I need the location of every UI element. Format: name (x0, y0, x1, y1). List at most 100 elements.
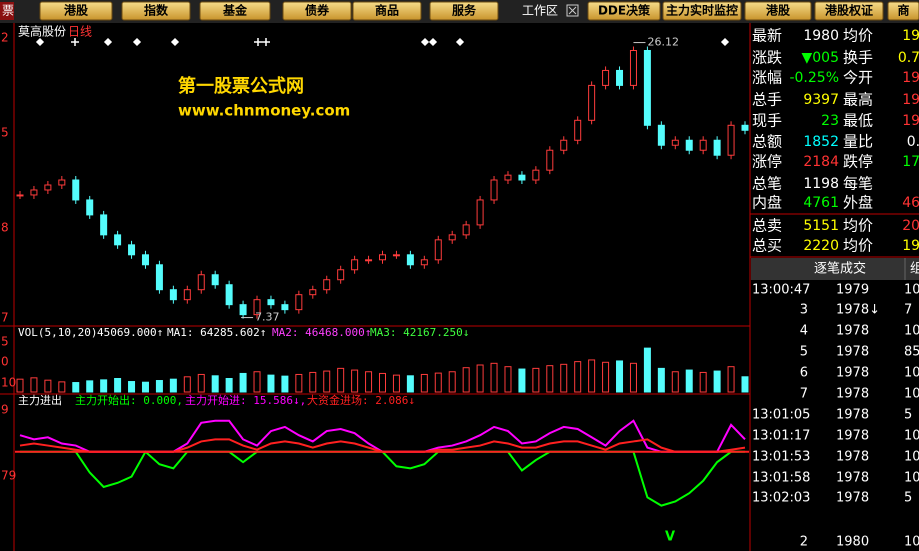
volume-bar (86, 380, 94, 393)
volume-bar (713, 370, 721, 393)
menu-button[interactable] (744, 1, 812, 21)
menu-button-label: 港股 (64, 3, 89, 18)
candle-body (86, 199, 94, 216)
trade-price: 1980 (836, 535, 869, 550)
menu-button[interactable] (352, 1, 422, 21)
quote-label: 换手 (843, 49, 873, 67)
quote-label: 内盘 (752, 194, 782, 212)
menu-button-label: 商品 (375, 3, 399, 18)
volume-bar (309, 371, 317, 393)
candle-body (365, 259, 373, 262)
volume-bar (532, 367, 540, 393)
volume-bar (392, 374, 400, 393)
trade-volume: 5 (904, 408, 912, 423)
watermark-url: www.chnmoney.com (178, 102, 350, 120)
quote-value: 196 (902, 92, 919, 108)
high-label: 26.12 (647, 36, 679, 49)
menu-cut-label: 票 (2, 4, 14, 18)
quote-value: 178 (902, 154, 919, 170)
candle-body (727, 124, 735, 156)
quote-value: 194 (902, 238, 919, 254)
candle-body (602, 69, 610, 86)
candle-body (448, 234, 456, 241)
quote-label: 总卖 (752, 217, 782, 235)
menu-button[interactable] (887, 1, 919, 21)
trade-price: 1978 (836, 387, 869, 402)
candle-body (183, 289, 191, 301)
candle-body (420, 259, 428, 266)
trade-volume: 85 (904, 345, 919, 360)
candle-body (16, 194, 24, 197)
workspace-label[interactable]: 工作区 (522, 4, 558, 18)
volume-bar (602, 361, 610, 393)
quote-label: 涨跌 (752, 49, 782, 67)
candle-body (379, 254, 386, 261)
low-label: 7.37 (255, 311, 279, 324)
volume-bar (169, 378, 177, 393)
quote-label: 跌停 (843, 153, 873, 171)
quote-label: 总笔 (752, 175, 782, 193)
indicator-axis-label: 9 (1, 403, 9, 417)
workspace-close-icon[interactable] (566, 4, 579, 17)
volume-axis-label: 0 (1, 355, 9, 369)
trade-price: 1978 (836, 366, 869, 381)
menu-button-label: DDE决策 (598, 3, 651, 18)
volume-bar (351, 369, 359, 393)
volume-bar (671, 371, 679, 393)
candle-body (114, 234, 122, 246)
volume-bar (462, 367, 470, 393)
indicator-legend: 主力开始出: 0.000, (75, 393, 183, 407)
volume-bar (518, 368, 526, 393)
candle-body (657, 124, 665, 146)
volume-bar (420, 373, 428, 393)
trade-time: 13:01:58 (752, 471, 810, 486)
menu-button[interactable] (814, 1, 884, 21)
quote-label: 总买 (752, 237, 782, 255)
quote-value: 0.3 (907, 134, 919, 150)
volume-bar (643, 347, 651, 393)
menu-button-label: 基金 (222, 3, 248, 18)
menu-button[interactable] (662, 1, 742, 21)
volume-bar (379, 372, 386, 393)
candle-body (546, 149, 554, 171)
volume-bar (574, 361, 582, 393)
candle-body (588, 84, 596, 121)
menu-cut-button[interactable] (0, 2, 14, 20)
volume-bar (267, 374, 275, 393)
trade-time: 13:02:03 (752, 491, 810, 506)
candle-body (629, 49, 637, 86)
candle-body (351, 259, 359, 271)
candle-body (434, 239, 442, 261)
candle-body (100, 214, 108, 236)
menu-button[interactable] (199, 1, 271, 21)
menu-button[interactable] (282, 1, 352, 21)
trade-price: 1978 (836, 429, 869, 444)
candle-body (169, 289, 177, 301)
workspace-close-x (568, 6, 577, 15)
price-axis-label: 5 (1, 126, 9, 140)
quote-value: 2184 (803, 154, 839, 170)
trade-volume: 10 (904, 283, 919, 298)
trade-price: 1978 (836, 345, 869, 360)
quote-value: 4761 (803, 195, 839, 211)
menu-button[interactable] (39, 1, 113, 21)
quote-label: 涨停 (752, 153, 782, 171)
quote-label: 最新 (752, 27, 782, 45)
volume-bar (448, 371, 456, 393)
menu-button[interactable] (587, 1, 661, 21)
volume-bar (741, 376, 749, 393)
trade-time: 3 (800, 303, 808, 318)
candle-body (211, 274, 219, 286)
volume-header: 45069.000↑ (97, 326, 163, 339)
quote-label: 今开 (843, 69, 873, 87)
volume-bar (100, 379, 108, 393)
watermark-title: 第一股票公式网 (178, 75, 304, 97)
trade-price: 1978 (836, 471, 869, 486)
candle-body (253, 299, 261, 316)
menu-button[interactable] (429, 1, 499, 21)
volume-bar (128, 381, 136, 393)
trade-time: 13:01:17 (752, 429, 810, 444)
menu-button-label: 港股 (766, 3, 791, 18)
candle-body (713, 139, 721, 156)
menu-button[interactable] (121, 1, 191, 21)
